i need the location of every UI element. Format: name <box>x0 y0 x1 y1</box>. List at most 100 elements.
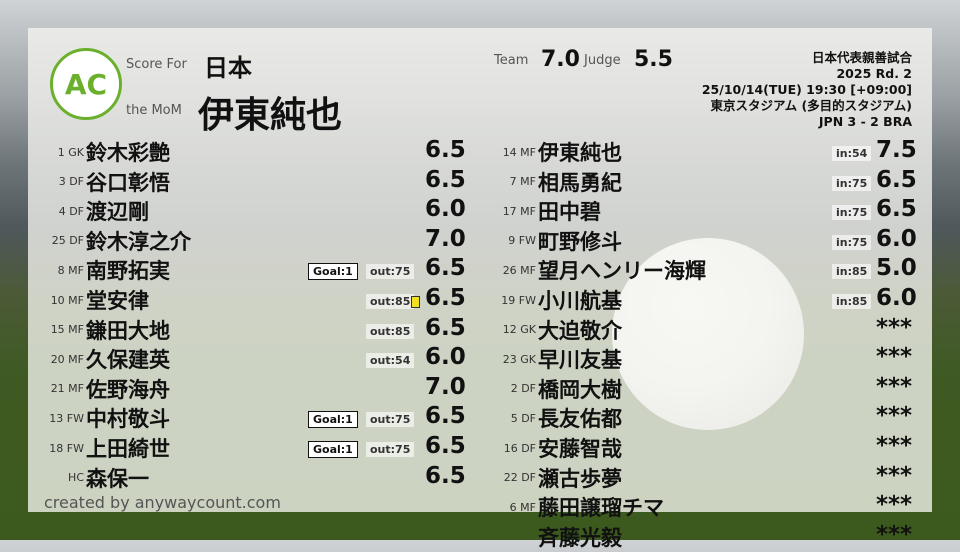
player-row: 14 MF 伊東純也 <box>482 138 622 166</box>
anyway-count-logo: AC <box>50 48 122 120</box>
player-row: 26 MF 望月ヘンリー海輝 <box>482 256 706 284</box>
player-row: 5 DF 長友佑都 <box>482 404 622 432</box>
player-name: 田中碧 <box>538 200 601 225</box>
player-name: 南野拓実 <box>86 259 170 284</box>
team-name: 日本 <box>204 54 252 82</box>
player-name: 藤田譲瑠チマ <box>538 496 664 521</box>
player-score: *** <box>876 314 913 341</box>
credit-text: created by anywaycount.com <box>44 493 281 512</box>
player-name: 伊東純也 <box>538 141 622 165</box>
yellow-card-icon <box>411 296 420 308</box>
player-number-position: 2 DF <box>510 382 536 396</box>
player-row: 19 FW 小川航基 <box>482 286 622 314</box>
player-number-position: 22 DF <box>503 471 536 485</box>
player-number-position: 5 DF <box>510 411 536 425</box>
judge-label: Judge <box>584 53 621 68</box>
substitution-in-badge: in:75 <box>832 175 872 191</box>
player-row: 20 MF 久保建英 <box>30 345 170 373</box>
player-name: 鎌田大地 <box>86 318 170 343</box>
player-number-position: 19 FW <box>501 293 536 307</box>
player-row: 7 MF 相馬勇紀 <box>482 168 622 196</box>
player-row: 1 GK 鈴木彩艶 <box>30 138 170 166</box>
score-for-label: Score For <box>126 57 187 72</box>
player-name: 相馬勇紀 <box>538 170 622 195</box>
player-score: 7.0 <box>425 225 466 252</box>
player-row: 斉藤光毅 <box>482 523 622 551</box>
player-name: 町野修斗 <box>538 229 622 254</box>
player-row: 6 MF 藤田譲瑠チマ <box>482 493 664 521</box>
match-result: JPN 3 - 2 BRA <box>818 114 912 129</box>
player-score: 6.5 <box>425 285 466 311</box>
player-number-position: 18 FW <box>49 441 84 455</box>
player-row: 8 MF 南野拓実 <box>30 256 170 284</box>
player-number-position: 21 MF <box>50 382 84 396</box>
player-number-position: 14 MF <box>502 145 536 159</box>
player-name: 橋岡大樹 <box>538 377 622 402</box>
match-datetime: 25/10/14(TUE) 19:30 [+09:00] <box>701 82 912 97</box>
player-number-position: 6 MF <box>509 500 536 514</box>
player-score: 6.5 <box>425 433 466 459</box>
player-row: 3 DF 谷口彰悟 <box>30 168 170 196</box>
player-name: 佐野海舟 <box>86 377 170 402</box>
player-row: 25 DF 鈴木淳之介 <box>30 227 191 255</box>
player-number-position: 17 MF <box>502 204 536 218</box>
player-number-position: 15 MF <box>50 323 84 337</box>
goal-badge: Goal:1 <box>308 263 358 281</box>
player-name: 斉藤光毅 <box>538 525 622 550</box>
player-name: 堂安律 <box>86 289 149 313</box>
judge-score: 5.5 <box>634 47 673 72</box>
substitution-in-badge: in:85 <box>832 264 872 280</box>
player-name: 上田綺世 <box>86 437 170 461</box>
player-number-position: 8 MF <box>57 263 84 277</box>
player-number-position: 23 GK <box>502 352 536 366</box>
player-number-position: 20 MF <box>50 352 84 366</box>
player-score: 7.0 <box>425 373 466 400</box>
player-score: 6.0 <box>425 344 466 371</box>
player-name: 安藤智哉 <box>538 437 622 461</box>
player-row: 23 GK 早川友基 <box>482 345 622 373</box>
player-name: 小川航基 <box>538 289 622 313</box>
player-row: 13 FW 中村敬斗 <box>30 404 170 432</box>
player-row: 4 DF 渡辺剛 <box>30 197 149 225</box>
player-number-position: HC <box>68 471 84 485</box>
player-row: 16 DF 安藤智哉 <box>482 434 622 462</box>
substitution-in-badge: in:75 <box>832 234 872 250</box>
player-score: *** <box>876 492 913 519</box>
player-score: *** <box>876 403 913 430</box>
player-score: 5.0 <box>876 255 917 282</box>
player-score: 6.5 <box>425 166 466 193</box>
player-row: 22 DF 瀬古歩夢 <box>482 464 622 492</box>
player-number-position: 10 MF <box>50 293 84 307</box>
player-score: 6.0 <box>876 285 917 311</box>
player-number-position: 12 GK <box>502 323 536 337</box>
player-score: 6.0 <box>425 196 466 223</box>
substitution-out-badge: out:54 <box>366 353 415 369</box>
player-name: 望月ヘンリー海輝 <box>538 259 706 284</box>
team-label: Team <box>494 53 529 68</box>
player-score: *** <box>876 462 913 489</box>
player-name: 谷口彰悟 <box>86 170 170 195</box>
player-name: 森保一 <box>86 466 149 491</box>
substitution-out-badge: out:75 <box>366 442 415 457</box>
player-score: 6.5 <box>425 255 466 282</box>
substitution-out-badge: out:85 <box>366 294 415 309</box>
player-score: 6.5 <box>876 166 917 193</box>
player-name: 鈴木淳之介 <box>86 229 191 254</box>
player-name: 中村敬斗 <box>86 407 170 432</box>
goal-badge: Goal:1 <box>308 411 358 429</box>
player-number-position: 7 MF <box>509 175 536 189</box>
player-number-position: 26 MF <box>502 263 536 277</box>
player-row: 15 MF 鎌田大地 <box>30 316 170 344</box>
player-row: 2 DF 橋岡大樹 <box>482 375 622 403</box>
player-number-position: 1 GK <box>57 145 84 159</box>
substitution-out-badge: out:75 <box>366 412 415 428</box>
player-row: 10 MF 堂安律 <box>30 286 149 314</box>
substitution-in-badge: in:75 <box>832 205 872 221</box>
player-score: 6.5 <box>425 137 466 163</box>
player-name: 瀬古歩夢 <box>538 466 622 491</box>
match-round: 2025 Rd. 2 <box>836 66 912 81</box>
player-score: 6.0 <box>876 225 917 252</box>
player-name: 長友佑都 <box>538 407 622 432</box>
player-row: 18 FW 上田綺世 <box>30 434 170 462</box>
player-row: 21 MF 佐野海舟 <box>30 375 170 403</box>
